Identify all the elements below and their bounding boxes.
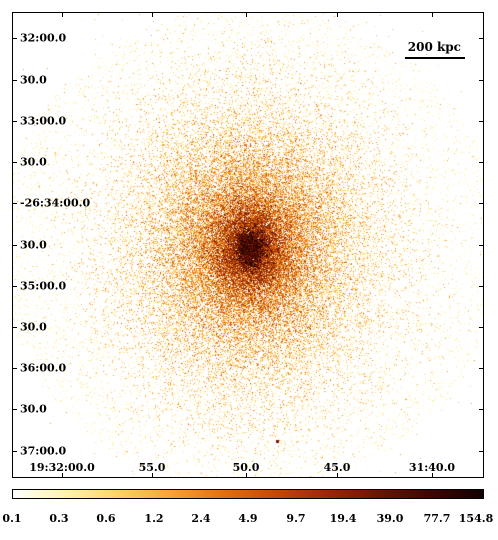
colorbar-label: 0.3 <box>49 512 69 525</box>
colorbar-label: 154.8 <box>458 512 494 525</box>
ra-tick <box>151 473 153 478</box>
dec-tick <box>12 326 17 328</box>
dec-label: 35:00.0 <box>20 279 67 293</box>
colorbar-label: 0.1 <box>2 512 22 525</box>
xray-counts-map <box>13 13 483 477</box>
scale-bar-label: 200 kpc <box>407 40 461 54</box>
dec-tick <box>479 37 484 39</box>
ra-label: 50.0 <box>232 461 260 474</box>
colorbar <box>12 489 484 499</box>
dec-tick <box>479 244 484 246</box>
ra-tick <box>431 12 433 17</box>
dec-label: 30.0 <box>20 155 47 169</box>
colorbar-label: 4.9 <box>238 512 258 525</box>
colorbar-label: 9.7 <box>286 512 306 525</box>
dec-label: 30.0 <box>20 320 47 334</box>
dec-tick <box>479 120 484 122</box>
dec-tick <box>479 408 484 410</box>
dec-tick <box>12 408 17 410</box>
dec-tick <box>12 37 17 39</box>
dec-label: 37:00.0 <box>20 444 67 458</box>
dec-tick <box>12 120 17 122</box>
dec-label: 30.0 <box>20 238 47 252</box>
dec-tick <box>12 450 17 452</box>
colorbar-label: 19.4 <box>329 512 357 525</box>
colorbar-label: 39.0 <box>376 512 404 525</box>
dec-tick <box>479 79 484 81</box>
dec-tick <box>479 326 484 328</box>
xray-image-panel: 200 kpc <box>12 12 484 478</box>
dec-tick <box>479 367 484 369</box>
ra-label: 19:32:00.0 <box>29 461 95 474</box>
dec-tick <box>12 79 17 81</box>
ra-label: 45.0 <box>323 461 351 474</box>
dec-label: 30.0 <box>20 73 47 87</box>
dec-label: 30.0 <box>20 402 47 416</box>
dec-tick <box>12 285 17 287</box>
dec-label: 32:00.0 <box>20 31 67 45</box>
colorbar-label: 0.6 <box>96 512 116 525</box>
colorbar-label: 77.7 <box>423 512 451 525</box>
dec-label: -26:34:00.0 <box>20 196 91 210</box>
ra-label: 55.0 <box>138 461 166 474</box>
dec-tick <box>479 285 484 287</box>
ra-tick <box>245 473 247 478</box>
ra-tick <box>336 12 338 17</box>
dec-tick <box>479 161 484 163</box>
dec-tick <box>479 202 484 204</box>
colorbar-label: 1.2 <box>144 512 164 525</box>
dec-tick <box>12 367 17 369</box>
ra-label: 31:40.0 <box>408 461 456 474</box>
ra-tick <box>61 473 63 478</box>
scale-bar <box>405 57 465 59</box>
ra-tick <box>431 473 433 478</box>
ra-tick <box>61 12 63 17</box>
dec-label: 33:00.0 <box>20 114 67 128</box>
dec-tick <box>12 161 17 163</box>
dec-tick <box>479 450 484 452</box>
dec-tick <box>12 202 17 204</box>
dec-tick <box>12 244 17 246</box>
colorbar-label: 2.4 <box>191 512 211 525</box>
ra-tick <box>151 12 153 17</box>
ra-tick <box>336 473 338 478</box>
ra-tick <box>245 12 247 17</box>
dec-label: 36:00.0 <box>20 361 67 375</box>
